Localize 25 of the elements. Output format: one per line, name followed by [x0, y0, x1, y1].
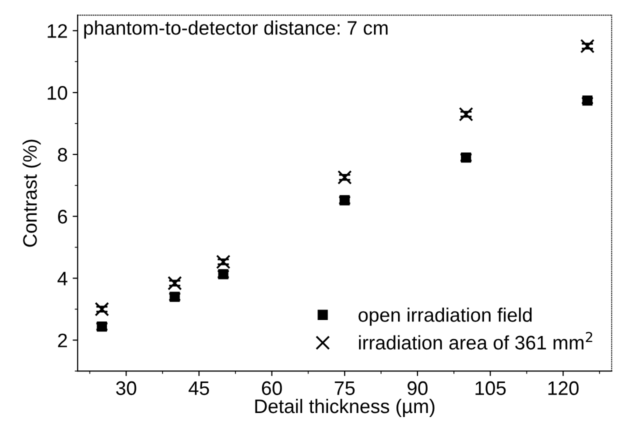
y-tick-label: 6 — [58, 210, 68, 224]
y-tick-label: 10 — [48, 86, 68, 100]
point — [580, 38, 595, 54]
point — [458, 107, 474, 122]
x-tick-label: 120 — [548, 381, 579, 396]
legend-label: irradiation area of 361 mm$^{2}$ — [359, 332, 592, 350]
point — [168, 276, 182, 290]
legend-label: open irradiation field — [358, 308, 532, 326]
annotation: phantom-to-detector distance: 7 cm — [84, 20, 388, 39]
point — [582, 96, 592, 106]
x-tick-label: 45 — [188, 382, 209, 396]
y-tick-label: 2 — [58, 334, 67, 348]
x-tick-label: 90 — [408, 381, 428, 396]
x-tick-label: 30 — [116, 381, 136, 396]
x-axis-title: Detail thickness (µm) — [255, 398, 434, 418]
y-tick-label: 12 — [48, 24, 67, 38]
x-tick-label: 60 — [262, 381, 282, 396]
y-axis-title: Contrast (%) — [22, 140, 41, 247]
y-tick-label: 4 — [58, 272, 68, 286]
point — [216, 254, 230, 269]
x-tick-label: 105 — [476, 381, 506, 396]
point — [338, 170, 352, 184]
y-tick-label: 8 — [58, 148, 68, 162]
point — [94, 302, 110, 316]
x-tick-label: 75 — [334, 382, 355, 396]
